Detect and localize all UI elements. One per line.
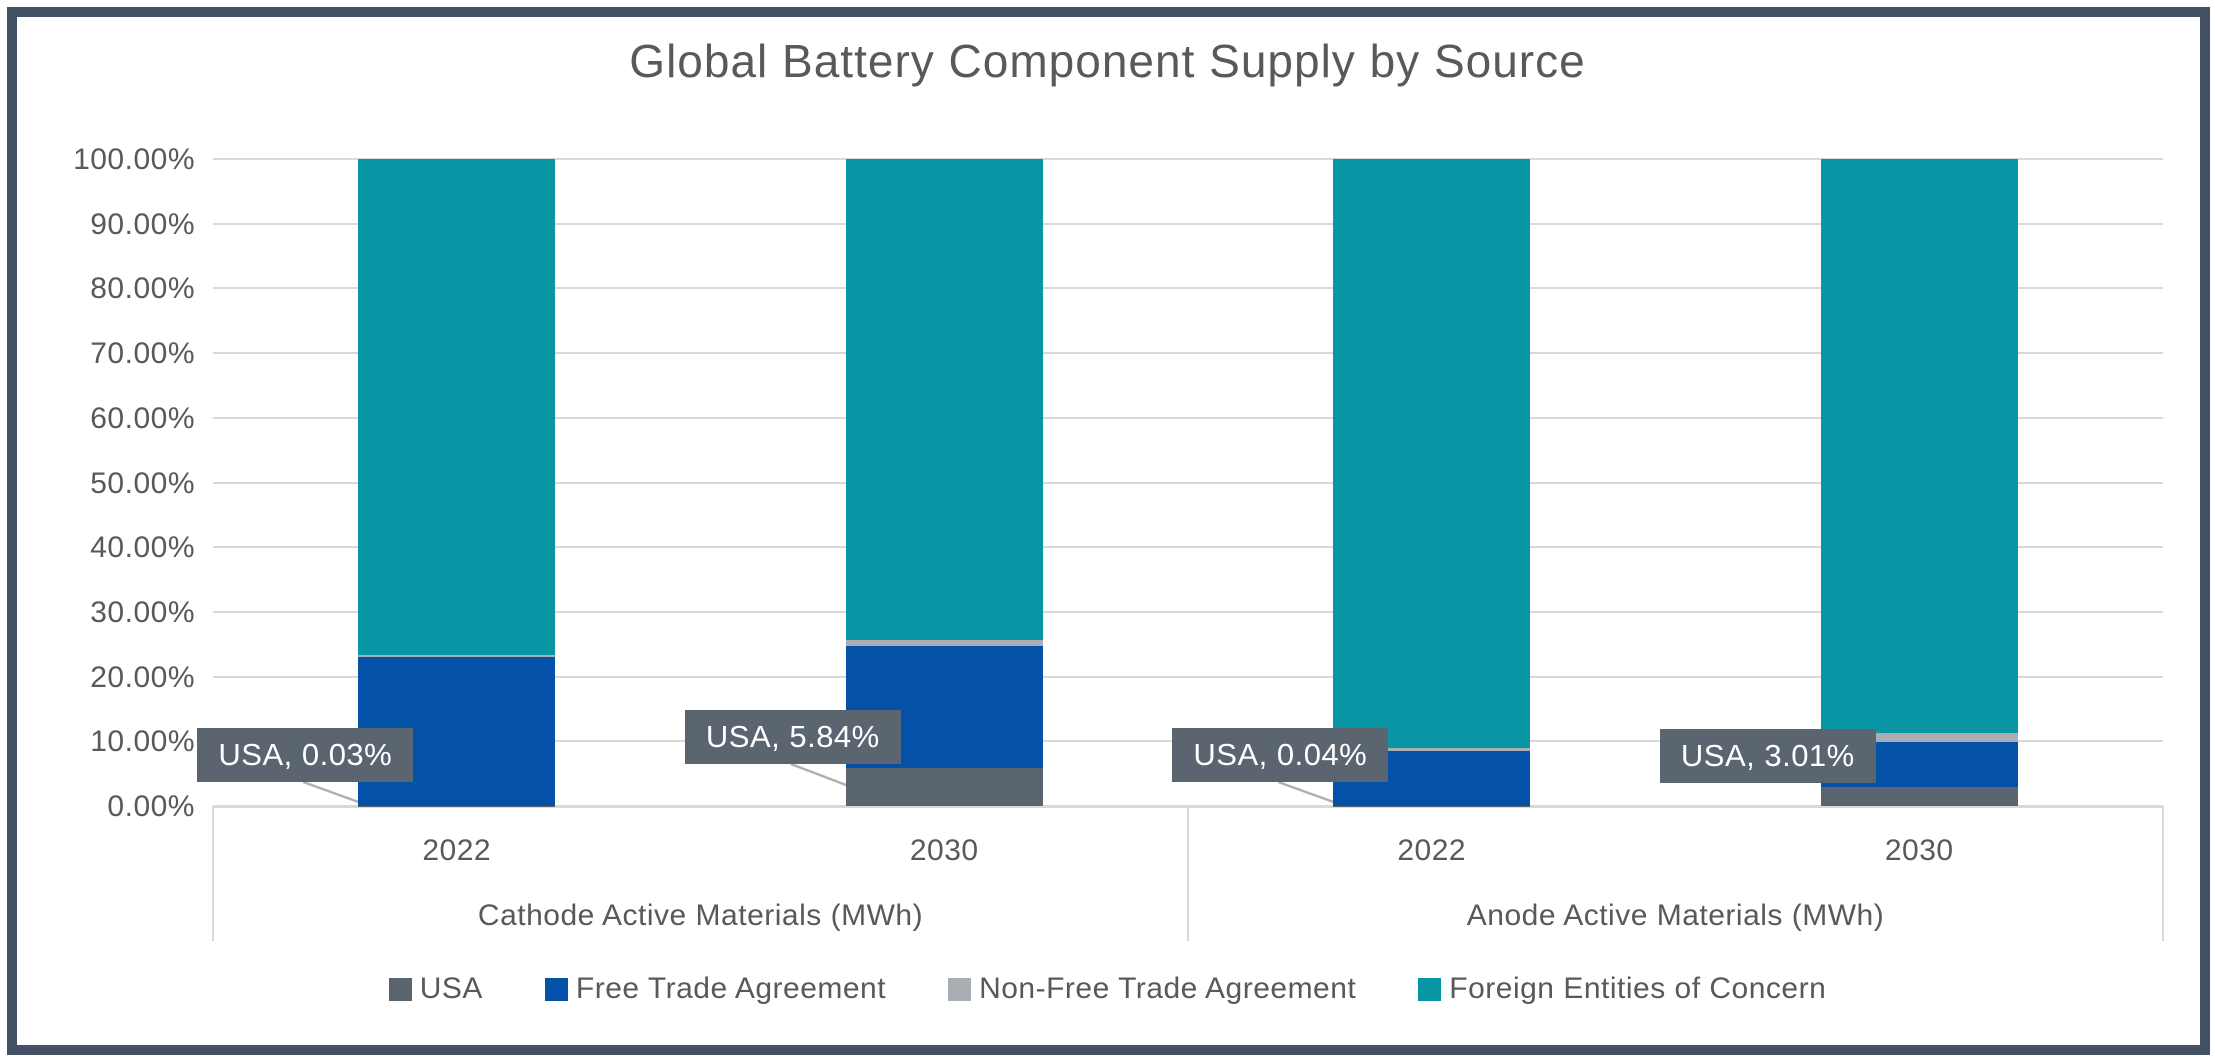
y-axis-tick-label: 40.00% <box>90 531 195 565</box>
bar-segment-non-free-trade-agreement <box>1333 748 1531 752</box>
x-axis-group-label: Anode Active Materials (MWh) <box>1466 899 1885 932</box>
gridline <box>213 222 2163 225</box>
gridline <box>213 610 2163 613</box>
y-axis-tick-label: 100.00% <box>73 143 195 176</box>
y-axis-tick-label: 10.00% <box>90 725 195 759</box>
x-axis-group-label: Cathode Active Materials (MWh) <box>477 899 924 932</box>
x-axis-category-label: 2022 <box>422 834 492 867</box>
legend-item: Free Trade Agreement <box>544 972 887 1006</box>
y-axis-tick-label: 50.00% <box>90 466 195 500</box>
legend-item: Foreign Entities of Concern <box>1418 972 1826 1006</box>
data-callout: USA, 0.04% <box>1172 728 1389 782</box>
y-axis-tick-label: 30.00% <box>90 595 195 629</box>
x-axis-group-divider <box>212 806 214 941</box>
bar-segment-foreign-entities-of-concern <box>845 159 1043 640</box>
legend: USA Free Trade Agreement Non-Free Trade Ag… <box>0 972 2215 1006</box>
bar-segment-usa <box>1820 786 2018 806</box>
leader-line <box>1277 780 1337 805</box>
x-axis-category-label: 2030 <box>1884 834 1954 867</box>
leader-line <box>302 780 362 805</box>
legend-swatch-free-trade-agreement <box>544 977 568 1001</box>
x-axis-category-label: 2022 <box>1397 834 1467 867</box>
gridline <box>213 352 2163 355</box>
chart-title: Global Battery Component Supply by Sourc… <box>629 35 1586 87</box>
y-axis-tick-label: 20.00% <box>90 660 195 694</box>
data-callout: USA, 3.01% <box>1659 729 1876 783</box>
x-axis-group-divider <box>2162 806 2164 941</box>
y-axis-tick-label: 60.00% <box>90 401 195 435</box>
bar-segment-foreign-entities-of-concern <box>1333 159 1531 749</box>
legend-item: USA <box>388 972 483 1006</box>
y-axis-tick-label: 90.00% <box>90 207 195 241</box>
y-axis-tick-label: 80.00% <box>90 272 195 306</box>
legend-swatch-usa <box>388 977 412 1001</box>
legend-label: Free Trade Agreement <box>575 972 887 1005</box>
data-callout: USA, 0.03% <box>197 728 414 782</box>
bar-segment-non-free-trade-agreement <box>358 654 556 658</box>
y-axis-tick-label: 0.00% <box>107 790 195 823</box>
legend-label: Non-Free Trade Agreement <box>979 972 1357 1005</box>
bar-segment-foreign-entities-of-concern <box>1820 159 2018 734</box>
x-axis-category-label: 2030 <box>909 834 979 867</box>
x-axis-group-divider <box>1187 806 1189 941</box>
y-axis-tick-label: 70.00% <box>90 337 195 371</box>
leader-line <box>790 762 850 788</box>
gridline <box>213 287 2163 290</box>
bar-segment-non-free-trade-agreement <box>845 639 1043 646</box>
legend-swatch-non-free-trade-agreement <box>948 977 972 1001</box>
bar-segment-foreign-entities-of-concern <box>358 159 556 655</box>
data-callout: USA, 5.84% <box>684 710 901 764</box>
gridline <box>213 546 2163 549</box>
gridline <box>213 675 2163 678</box>
legend-label: USA <box>419 972 483 1005</box>
bar-segment-usa <box>845 768 1043 806</box>
legend-label: Foreign Entities of Concern <box>1449 972 1827 1005</box>
gridline <box>213 481 2163 484</box>
legend-item: Non-Free Trade Agreement <box>948 972 1356 1006</box>
bar-segment-non-free-trade-agreement <box>1820 733 2018 742</box>
gridline <box>213 158 2163 160</box>
legend-swatch-foreign-entities-of-concern <box>1418 977 1442 1001</box>
gridline <box>213 416 2163 419</box>
